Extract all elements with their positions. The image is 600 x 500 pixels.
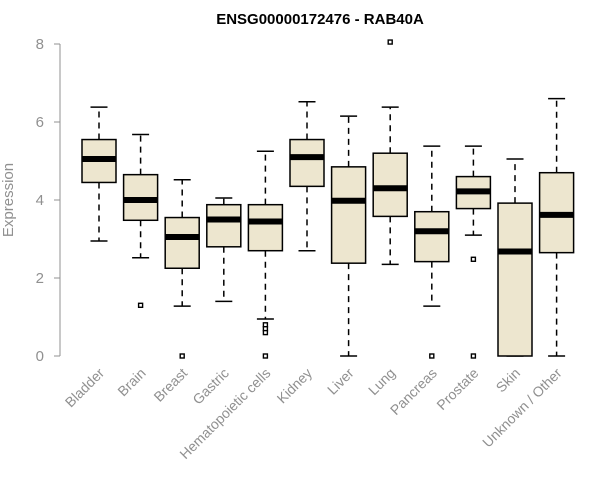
x-tick-label: Bladder	[62, 365, 108, 411]
outlier-point	[387, 39, 393, 45]
box-lung	[372, 39, 408, 266]
y-tick-label: 4	[36, 192, 44, 209]
x-tick-label: Unknown / Other	[479, 365, 565, 451]
y-tick-label: 8	[36, 36, 44, 53]
box-hematopoietic-cells	[247, 150, 284, 359]
outlier-point	[470, 353, 477, 359]
box-pancreas	[414, 145, 450, 359]
box-bladder	[81, 106, 117, 242]
x-tick-label: Prostate	[433, 365, 481, 413]
box-liver	[330, 115, 367, 357]
outlier-point	[262, 353, 269, 359]
iqr-box	[247, 203, 284, 252]
iqr-box	[414, 210, 450, 263]
outlier-point	[429, 353, 435, 359]
box-brain	[122, 133, 159, 308]
box-breast	[164, 178, 200, 359]
box-prostate	[455, 145, 492, 359]
outlier-point	[137, 302, 144, 308]
x-tick-label: Lung	[365, 365, 398, 398]
x-tick-label: Skin	[493, 365, 524, 396]
iqr-box	[330, 166, 367, 264]
box-skin	[497, 158, 533, 357]
x-tick-label: Breast	[150, 365, 190, 405]
y-tick-label: 2	[36, 270, 44, 287]
x-tick-label: Liver	[324, 365, 357, 398]
box-gastric	[206, 197, 242, 303]
boxes-group	[81, 39, 575, 359]
y-tick-label: 0	[36, 348, 44, 365]
iqr-box	[497, 202, 533, 357]
box-unknown-other	[538, 97, 575, 357]
iqr-box	[289, 138, 325, 188]
x-tick-label: Kidney	[274, 365, 316, 407]
outlier-point	[179, 353, 185, 359]
y-axis-label: Expression	[0, 163, 17, 237]
outlier-point	[470, 256, 477, 262]
box-kidney	[289, 100, 325, 252]
iqr-box	[164, 216, 200, 270]
iqr-box	[372, 152, 408, 218]
x-tick-label: Brain	[114, 365, 148, 399]
chart-title: ENSG00000172476 - RAB40A	[216, 11, 424, 28]
iqr-box	[206, 203, 242, 248]
y-tick-label: 6	[36, 114, 44, 131]
y-axis-ticks: 0 2 4 6 8	[36, 36, 60, 365]
outlier-point	[262, 329, 269, 336]
